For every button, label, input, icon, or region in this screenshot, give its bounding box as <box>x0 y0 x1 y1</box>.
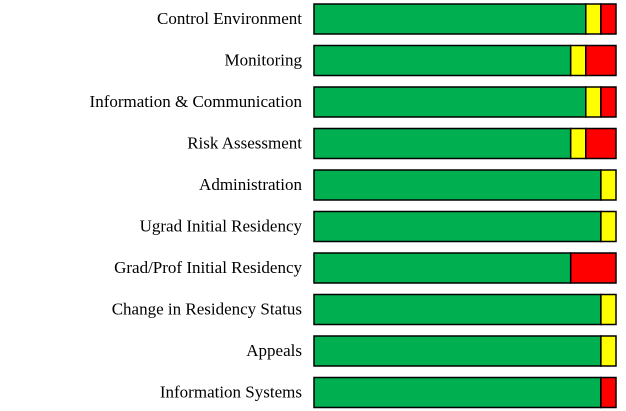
bar-segment <box>600 86 617 118</box>
category-label: Monitoring <box>225 50 303 69</box>
bar-segment <box>313 44 572 77</box>
bar-segment <box>600 376 617 409</box>
bar-segment <box>600 3 617 35</box>
bar-segment <box>569 127 587 160</box>
bar-segment <box>585 127 617 160</box>
category-label: Appeals <box>246 341 302 360</box>
bar-segment <box>313 3 587 35</box>
bar-segment <box>313 376 602 409</box>
category-label: Grad/Prof Initial Residency <box>114 258 302 277</box>
bar-segment <box>600 335 617 367</box>
bar-segment <box>585 86 602 118</box>
bar-segment <box>569 252 617 284</box>
bar-segment <box>585 44 617 77</box>
category-label: Information & Communication <box>90 92 303 111</box>
bar-segment <box>600 169 617 201</box>
bar-segment <box>313 169 602 201</box>
bar-segment <box>600 210 617 243</box>
category-label: Risk Assessment <box>187 133 302 152</box>
category-label: Administration <box>199 175 302 194</box>
bar-segment <box>313 86 587 118</box>
bar-segment <box>313 127 572 160</box>
category-label: Information Systems <box>160 382 302 401</box>
category-label: Change in Residency Status <box>112 299 302 318</box>
bar-segment <box>313 252 572 284</box>
bar-segment <box>600 293 617 326</box>
category-label: Ugrad Initial Residency <box>140 216 303 235</box>
category-label: Control Environment <box>157 9 302 28</box>
bar-segment <box>313 293 602 326</box>
bar-segment <box>569 44 587 77</box>
bar-segment <box>313 335 602 367</box>
bar-segment <box>313 210 602 243</box>
bar-segment <box>585 3 602 35</box>
